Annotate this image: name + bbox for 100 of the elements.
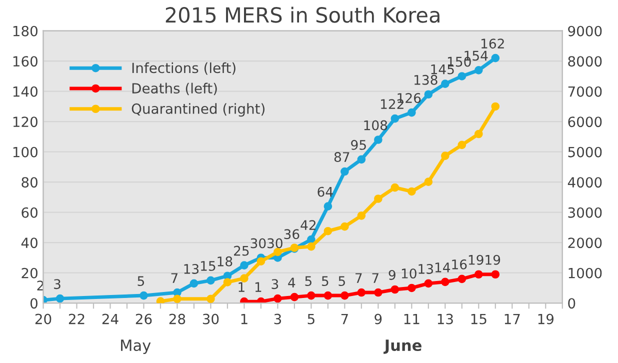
x-tick-label: 28 [169,314,186,324]
point [474,130,483,138]
point [424,279,433,288]
point [190,279,198,288]
point [324,291,332,300]
y-tick-label: 20 [22,268,38,278]
data-label: 5 [305,276,312,286]
point [491,270,500,279]
point [357,288,366,297]
data-label: 15 [200,261,216,271]
point [307,235,316,244]
data-label: 13 [184,264,199,274]
y2-tick-label: 4000 [568,177,602,188]
data-label: 5 [338,276,345,286]
y2-tick-label: 5000 [568,146,602,158]
data-label: 108 [364,120,388,130]
point [290,292,299,302]
x-tick-label: 15 [471,314,486,324]
y-tick-label: 60 [22,207,38,218]
point [424,178,433,186]
point [374,194,382,203]
x-tick-label: 24 [102,314,118,324]
data-label: 14 [435,262,450,272]
data-label: 30 [250,238,266,248]
y2-tick-label: 8000 [568,56,602,67]
data-label: 30 [268,238,282,248]
legend-label: Quarantined (right) [132,103,264,117]
data-label: 5 [322,276,328,286]
legend-label: Deaths (left) [132,82,217,96]
x-tick-label: 13 [438,314,453,324]
y2-tick-label: 2000 [568,238,602,248]
y-tick-label: 0 [30,298,38,309]
point [440,278,450,286]
data-label: 3 [54,279,60,290]
point [240,274,248,282]
point [173,294,182,304]
y2-tick-label: 7000 [568,86,602,97]
point [357,155,366,164]
data-label: 18 [218,256,232,266]
point [140,291,148,300]
y2-tick-label: 1000 [568,268,602,278]
point [458,140,466,150]
data-label: 13 [418,264,433,274]
x-tick-label: 7 [341,314,348,324]
data-label: 7 [356,273,362,283]
x-tick-label: 30 [202,314,219,324]
data-label: 4 [288,278,296,288]
point [274,294,282,303]
y-tick-label: 180 [13,26,38,36]
x-tick-label: 26 [136,314,152,324]
x-tick-label: 20 [35,314,52,324]
point [256,257,266,266]
point [408,187,416,196]
point [340,167,349,176]
data-label: 145 [431,64,454,74]
data-label: 16 [452,259,467,270]
x-tick-label: 9 [374,314,382,324]
point [206,276,215,285]
data-label: 1 [238,282,244,292]
point [324,226,332,236]
y-tick-label: 140 [13,86,38,97]
point [240,297,248,304]
data-label: 162 [481,38,504,49]
y-tick-label: 160 [13,56,38,67]
data-label: 19 [468,254,484,265]
y-tick-label: 40 [21,238,38,248]
point [440,80,450,88]
y-tick-label: 100 [13,146,38,158]
point [474,270,483,279]
legend-label: Infections (left) [132,62,236,75]
data-label: 7 [372,273,378,283]
x-tick-label: 3 [274,314,282,324]
point [340,291,349,300]
x-tick-label: 1 [241,314,248,324]
x-tick-label: 19 [538,314,554,324]
y-tick-label: 80 [22,177,38,188]
point [340,222,349,231]
data-label: 1 [255,282,262,292]
point [408,108,416,117]
data-label: 10 [402,268,416,278]
data-label: 138 [414,74,438,85]
data-label: 19 [486,254,500,265]
data-label: 5 [138,276,144,286]
data-label: 42 [300,220,316,230]
data-label: 2 [37,280,44,290]
point [390,183,400,192]
text: May [121,340,151,354]
text: June [384,340,422,354]
point [474,66,483,74]
x-tick-label: 5 [308,314,314,324]
point [408,284,416,292]
point [307,291,316,300]
data-label: 25 [234,246,249,256]
data-label: 7 [171,273,178,283]
point [374,136,382,144]
point [223,278,232,286]
point [458,72,466,80]
data-label: 87 [334,152,350,162]
y-tick-label: 120 [13,116,38,128]
y2-tick-label: 3000 [568,207,602,218]
